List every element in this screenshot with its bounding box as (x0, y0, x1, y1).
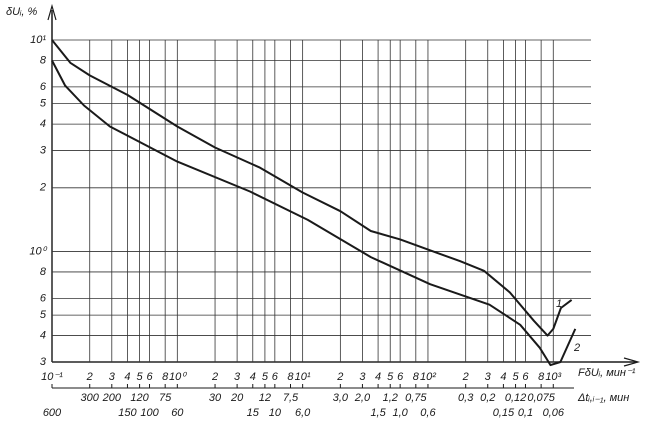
x-tick-label: 6 (397, 371, 404, 383)
x-tick-label: 6 (146, 371, 153, 383)
x2-tick-label: 6,0 (295, 407, 311, 419)
x-tick-label: 10⁰ (169, 371, 187, 383)
x-tick-label: 10⁻¹ (41, 371, 63, 383)
x-tick-label: 8 (162, 371, 169, 383)
x-tick-label: 10¹ (295, 371, 311, 383)
x2-tick-label: 0,1 (518, 407, 533, 419)
x2-tick-label: 7,5 (283, 392, 299, 404)
x-axis-label: FδUᵢ, мин⁻¹ (578, 367, 636, 379)
curve-label: 2 (573, 342, 580, 354)
y-tick-label: 10⁰ (29, 245, 47, 257)
x-tick-label: 5 (512, 371, 519, 383)
series-line (51, 60, 577, 367)
x2-tick-label: 75 (159, 392, 172, 404)
x-tick-label: 8 (538, 371, 545, 383)
x2-tick-label: 120 (130, 392, 149, 404)
x-tick-label: 3 (485, 371, 492, 383)
x2-tick-label: 60 (171, 407, 184, 419)
x-tick-label: 2 (462, 371, 469, 383)
x-tick-label: 4 (500, 371, 506, 383)
x-axis-arrow (623, 357, 641, 367)
x2-tick-label: 0,75 (405, 392, 427, 404)
x2-tick-label: 1,0 (393, 407, 409, 419)
x-tick-label: 4 (250, 371, 256, 383)
x2-axis-label: Δtᵢ,ᵢ₋₁, мин (577, 392, 629, 404)
x-tick-label: 3 (109, 371, 116, 383)
y-tick-label: 8 (40, 54, 47, 66)
x-tick-label: 5 (387, 371, 394, 383)
y-tick-label: 5 (40, 309, 47, 321)
x2-tick-label: 1,2 (383, 392, 398, 404)
x2-tick-label: 10 (269, 407, 282, 419)
y-tick-label: 3 (40, 144, 47, 156)
x2-tick-label: 1,5 (370, 407, 386, 419)
x2-tick-label: 30 (209, 392, 222, 404)
x2-tick-label: 0,075 (527, 392, 555, 404)
x-tick-label: 3 (234, 371, 241, 383)
y-tick-label: 4 (40, 118, 46, 130)
x2-tick-label: 0,2 (480, 392, 495, 404)
x-tick-label: 4 (124, 371, 130, 383)
y-tick-label: 4 (40, 329, 46, 341)
y-tick-label: 6 (40, 81, 47, 93)
x2-tick-label: 100 (140, 407, 159, 419)
y-tick-label: 2 (39, 182, 46, 194)
x-tick-label: 8 (287, 371, 294, 383)
x-tick-label: 10² (420, 371, 436, 383)
x-tick-label: 4 (375, 371, 381, 383)
x2-tick-label: 300 (81, 392, 100, 404)
curve-label: 1 (556, 298, 562, 310)
x2-tick-label: 0,3 (458, 392, 474, 404)
y-tick-label: 5 (40, 98, 47, 110)
x2-tick-label: 0,12 (505, 392, 526, 404)
x-tick-label: 2 (86, 371, 93, 383)
x-tick-label: 2 (211, 371, 218, 383)
x-tick-label: 6 (522, 371, 529, 383)
y-axis-arrow (47, 3, 57, 21)
y-tick-label: 10¹ (30, 34, 46, 46)
x2-tick-label: 600 (43, 407, 62, 419)
y-tick-label: 3 (40, 356, 47, 368)
x2-tick-label: 2,0 (354, 392, 371, 404)
y-tick-label: 6 (40, 292, 47, 304)
x2-tick-label: 20 (230, 392, 244, 404)
x-tick-label: 5 (262, 371, 269, 383)
x-tick-label: 2 (336, 371, 343, 383)
x-tick-label: 6 (272, 371, 279, 383)
x2-tick-label: 0,06 (543, 407, 565, 419)
x2-tick-label: 3,0 (333, 392, 349, 404)
x-tick-label: 8 (413, 371, 420, 383)
x2-tick-label: 150 (118, 407, 137, 419)
x2-tick-label: 15 (247, 407, 260, 419)
y-axis-label: δUᵢ, % (6, 6, 38, 18)
y-tick-label: 8 (40, 266, 47, 278)
x2-tick-label: 0,6 (420, 407, 436, 419)
x2-tick-label: 0,15 (493, 407, 515, 419)
x2-tick-label: 12 (259, 392, 271, 404)
x-tick-label: 3 (359, 371, 366, 383)
series-line (51, 39, 573, 337)
x-tick-label: 10³ (545, 371, 561, 383)
x2-tick-label: 200 (102, 392, 122, 404)
x-tick-label: 5 (137, 371, 144, 383)
